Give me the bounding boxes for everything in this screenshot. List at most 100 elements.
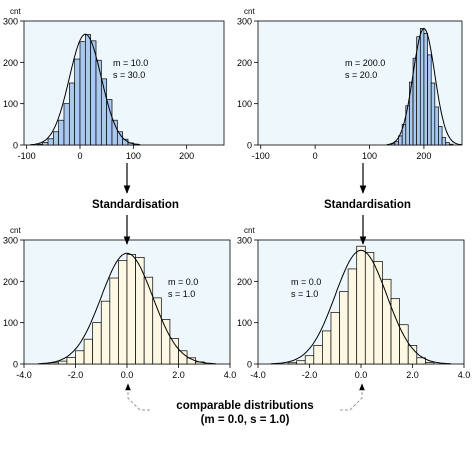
histogram-bar xyxy=(109,277,119,365)
x-tick-label: -100 xyxy=(18,151,36,161)
histogram-bar xyxy=(116,131,124,146)
x-tick-label: -2.0 xyxy=(302,370,318,380)
histogram-bar xyxy=(339,291,349,365)
y-tick-label: 300 xyxy=(3,17,18,27)
x-tick-label: 200 xyxy=(416,151,431,161)
normal-fit-curve xyxy=(386,27,463,146)
normal-fit-curve xyxy=(38,252,216,365)
x-tick-label: 0 xyxy=(313,151,318,161)
histogram-bar xyxy=(92,322,102,365)
x-tick-label: 2.0 xyxy=(406,370,419,380)
y-tick-label: 200 xyxy=(3,58,18,68)
histogram-bar xyxy=(52,131,60,146)
caption-line-1: comparable distributions xyxy=(176,400,314,412)
y-axis-label: cnt xyxy=(10,226,21,235)
histogram-bar xyxy=(143,276,154,365)
y-tick-label: 100 xyxy=(3,318,18,328)
histogram-bar xyxy=(75,350,85,365)
x-tick-label: -100 xyxy=(252,151,270,161)
histogram-bar xyxy=(416,36,421,146)
x-tick-label: 2.0 xyxy=(172,370,185,380)
histogram-bar xyxy=(36,143,44,146)
comparable-caption: comparable distributions (m = 0.0, s = 1… xyxy=(150,399,340,427)
histogram-bar xyxy=(416,357,426,365)
histogram-bar xyxy=(118,260,128,365)
histogram-bar xyxy=(423,33,428,146)
histogram-bar xyxy=(373,261,383,365)
y-tick-label: 200 xyxy=(237,277,252,287)
x-tick-label: -4.0 xyxy=(250,370,266,380)
histogram-bar xyxy=(178,350,188,365)
histogram-bar xyxy=(100,300,111,365)
stats-label: s = 1.0 xyxy=(291,289,318,299)
histogram-bar xyxy=(63,103,70,146)
standardisation-label-right: Standardisation xyxy=(324,199,411,211)
histogram-bar xyxy=(445,142,450,146)
x-tick-label: 4.0 xyxy=(224,370,237,380)
x-tick-label: 0.0 xyxy=(355,370,368,380)
histogram-bar xyxy=(66,357,76,365)
histogram-bar xyxy=(126,254,136,365)
histogram-bar xyxy=(394,141,399,146)
normal-fit-curve xyxy=(270,249,452,365)
chart-br: 0 100 200 300 -4.0 -2.0 0.0 2.0 4.0 cnt m = 0.0 s =… xyxy=(237,226,470,380)
y-tick-label: 200 xyxy=(3,277,18,287)
y-tick-label: 0 xyxy=(247,360,252,370)
histogram-bar xyxy=(304,355,315,365)
connector-left xyxy=(125,383,150,411)
x-tick-label: 100 xyxy=(126,151,141,161)
histogram-bar xyxy=(42,142,49,146)
histogram-bar xyxy=(68,82,76,146)
histogram-bar xyxy=(90,40,97,146)
caption-line-2: (m = 0.0, s = 1.0) xyxy=(200,414,290,426)
histogram-bar xyxy=(47,138,54,146)
x-tick-label: -4.0 xyxy=(16,370,32,380)
histogram-bar xyxy=(330,311,340,365)
histogram-bar xyxy=(356,245,366,365)
histogram-bar xyxy=(74,58,81,146)
chart-bl: 0 100 200 300 -4.0 -2.0 0.0 2.0 4.0 cnt m = 0.0 s =… xyxy=(3,226,236,380)
histogram-bar xyxy=(434,106,439,146)
stats-label: m = 10.0 xyxy=(113,58,148,68)
standardisation-label-left: Standardisation xyxy=(92,199,179,211)
stats-label: s = 1.0 xyxy=(168,289,195,299)
y-tick-label: 300 xyxy=(3,236,18,246)
histogram-bar xyxy=(427,54,432,146)
histogram-bar xyxy=(425,361,435,365)
x-tick-label: 4.0 xyxy=(458,370,471,380)
stats-label: s = 30.0 xyxy=(113,70,145,80)
y-axis-label: cnt xyxy=(10,7,21,16)
histogram-bar xyxy=(296,360,306,365)
y-tick-label: 0 xyxy=(13,141,18,151)
x-tick-label: 0.0 xyxy=(121,370,134,380)
y-tick-label: 0 xyxy=(247,141,252,151)
y-axis-label: cnt xyxy=(244,226,255,235)
histogram-bar xyxy=(448,143,454,146)
y-tick-label: 100 xyxy=(237,99,252,109)
y-axis-label: cnt xyxy=(244,7,255,16)
plot-area xyxy=(23,20,225,146)
y-tick-label: 100 xyxy=(3,99,18,109)
histogram-bar xyxy=(382,278,392,365)
histogram-bar xyxy=(84,34,92,146)
histogram-bar xyxy=(313,345,323,365)
histogram-bar xyxy=(322,330,332,365)
x-tick-label: -2.0 xyxy=(68,370,84,380)
histogram-bar xyxy=(58,119,65,146)
x-tick-label: 100 xyxy=(362,151,377,161)
histogram-bar xyxy=(399,324,409,365)
histogram-bar xyxy=(79,41,86,146)
stats-label: m = 0.0 xyxy=(291,277,321,287)
histogram-bar xyxy=(160,319,171,365)
histogram-bar xyxy=(430,82,436,146)
y-tick-label: 0 xyxy=(13,360,18,370)
histogram-bar xyxy=(106,99,113,146)
x-tick-label: 0 xyxy=(77,151,82,161)
histogram-bar xyxy=(83,338,94,365)
histogram-bar xyxy=(441,137,447,146)
stats-label: m = 0.0 xyxy=(168,277,198,287)
stats-label: s = 20.0 xyxy=(345,70,377,80)
